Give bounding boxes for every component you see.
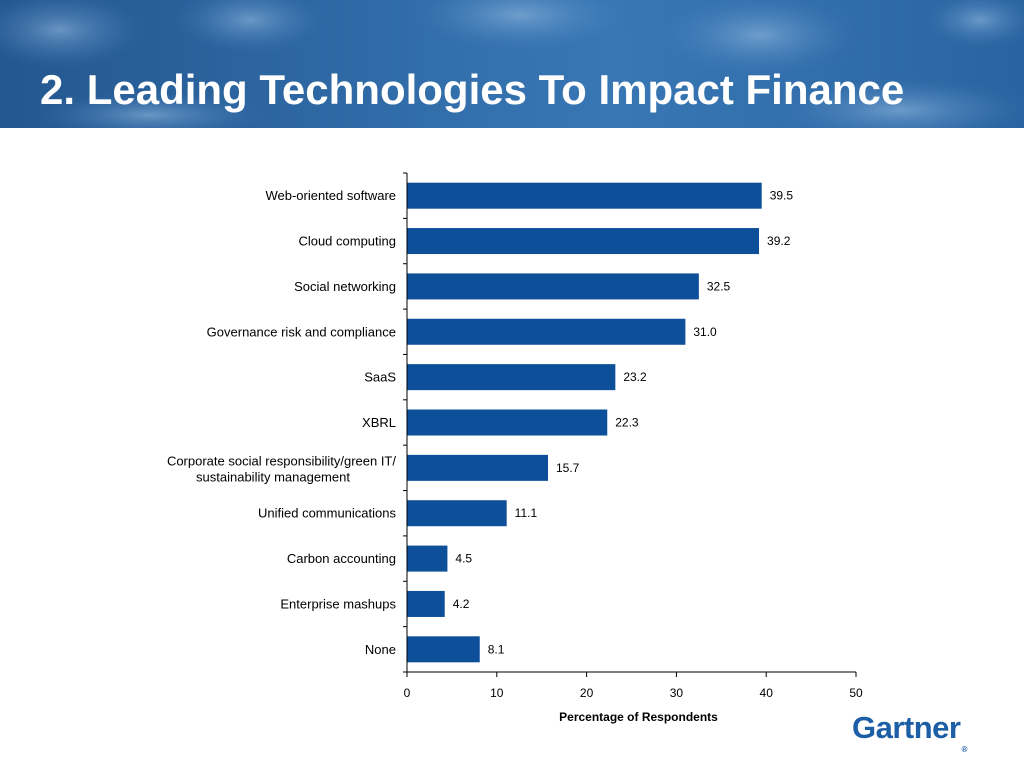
registered-mark: ® — [961, 745, 967, 754]
category-label-line: Corporate social responsibility/green IT… — [167, 453, 396, 468]
category-label: XBRL — [362, 415, 396, 430]
category-label: Carbon accounting — [287, 551, 396, 566]
bar — [407, 273, 699, 300]
data-label: 8.1 — [488, 642, 505, 656]
category-label: None — [365, 642, 396, 657]
category-label: Enterprise mashups — [280, 596, 396, 611]
bar — [407, 545, 448, 572]
category-label: Web-oriented software — [265, 188, 396, 203]
x-axis-title: Percentage of Respondents — [559, 710, 718, 724]
data-label: 11.1 — [515, 506, 538, 520]
x-tick-label: 10 — [490, 686, 504, 700]
category-label: Unified communications — [258, 506, 397, 521]
x-tick-label: 30 — [670, 686, 684, 700]
x-tick-label: 50 — [849, 686, 863, 700]
category-label: Social networking — [294, 279, 396, 294]
bar — [407, 182, 762, 209]
data-label: 22.3 — [615, 416, 639, 430]
data-label: 4.5 — [455, 552, 472, 566]
data-label: 23.2 — [623, 370, 647, 384]
x-tick-label: 20 — [580, 686, 594, 700]
category-label: Cloud computing — [298, 234, 396, 249]
category-label: Governance risk and compliance — [207, 324, 396, 339]
category-label: SaaS — [364, 370, 396, 385]
header-banner: 2. Leading Technologies To Impact Financ… — [0, 0, 1024, 128]
data-label: 39.5 — [770, 189, 794, 203]
x-tick-label: 40 — [760, 686, 774, 700]
logo-text: Gartner — [852, 710, 961, 745]
data-label: 4.2 — [453, 597, 470, 611]
bar — [407, 590, 445, 617]
bar — [407, 318, 686, 345]
bar — [407, 454, 548, 481]
gartner-logo: Gartner® — [852, 708, 967, 754]
data-label: 32.5 — [707, 279, 731, 293]
data-label: 15.7 — [556, 461, 580, 475]
fractal-background-image — [0, 0, 1024, 128]
bar — [407, 500, 507, 527]
slide-title: 2. Leading Technologies To Impact Financ… — [40, 66, 905, 113]
data-label: 39.2 — [767, 234, 791, 248]
data-label: 31.0 — [693, 325, 717, 339]
category-label: Corporate social responsibility/green IT… — [167, 453, 396, 484]
category-label-line: sustainability management — [196, 469, 350, 484]
x-tick-label: 0 — [404, 686, 411, 700]
bar — [407, 636, 480, 663]
bar — [407, 409, 608, 436]
bar — [407, 364, 616, 391]
bar — [407, 228, 760, 255]
